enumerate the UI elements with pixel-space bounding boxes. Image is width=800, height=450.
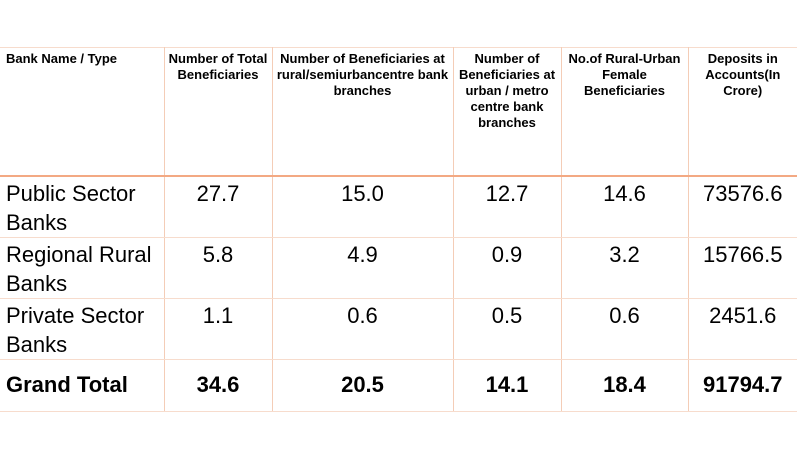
- table-row: Public Sector Banks 27.7 15.0 12.7 14.6 …: [0, 175, 797, 238]
- female-beneficiaries-cell: 14.6: [560, 175, 689, 238]
- bank-name-cell: Private Sector Banks: [0, 298, 165, 360]
- deposits-cell: 91794.7: [687, 359, 797, 412]
- bank-name-cell: Public Sector Banks: [0, 175, 165, 238]
- rural-beneficiaries-cell: 15.0: [271, 175, 454, 238]
- header-female-beneficiaries: No.of Rural-Urban Female Beneficiaries: [560, 47, 689, 177]
- urban-beneficiaries-cell: 0.9: [452, 237, 562, 299]
- beneficiaries-table: Bank Name / Type Number of Total Benefic…: [0, 47, 797, 412]
- deposits-cell: 15766.5: [687, 237, 797, 299]
- grand-total-row: Grand Total 34.6 20.5 14.1 18.4 91794.7: [0, 359, 797, 412]
- urban-beneficiaries-cell: 0.5: [452, 298, 562, 360]
- header-row: Bank Name / Type Number of Total Benefic…: [0, 47, 797, 177]
- bank-name-cell: Regional Rural Banks: [0, 237, 165, 299]
- female-beneficiaries-cell: 3.2: [560, 237, 689, 299]
- total-beneficiaries-cell: 5.8: [163, 237, 273, 299]
- female-beneficiaries-cell: 18.4: [560, 359, 689, 412]
- total-beneficiaries-cell: 1.1: [163, 298, 273, 360]
- rural-beneficiaries-cell: 20.5: [271, 359, 454, 412]
- header-urban-beneficiaries: Number of Beneficiaries at urban / metro…: [452, 47, 562, 177]
- header-rural-beneficiaries: Number of Beneficiaries at rural/semiurb…: [271, 47, 454, 177]
- deposits-cell: 2451.6: [687, 298, 797, 360]
- rural-beneficiaries-cell: 4.9: [271, 237, 454, 299]
- female-beneficiaries-cell: 0.6: [560, 298, 689, 360]
- header-bank-name: Bank Name / Type: [0, 47, 165, 177]
- table-row: Regional Rural Banks 5.8 4.9 0.9 3.2 157…: [0, 237, 797, 299]
- total-beneficiaries-cell: 27.7: [163, 175, 273, 238]
- deposits-cell: 73576.6: [687, 175, 797, 238]
- rural-beneficiaries-cell: 0.6: [271, 298, 454, 360]
- table-row: Private Sector Banks 1.1 0.6 0.5 0.6 245…: [0, 298, 797, 360]
- header-total-beneficiaries: Number of Total Beneficiaries: [163, 47, 273, 177]
- total-beneficiaries-cell: 34.6: [163, 359, 273, 412]
- urban-beneficiaries-cell: 12.7: [452, 175, 562, 238]
- grand-total-label: Grand Total: [0, 359, 165, 412]
- urban-beneficiaries-cell: 14.1: [452, 359, 562, 412]
- header-deposits: Deposits in Accounts(In Crore): [687, 47, 797, 177]
